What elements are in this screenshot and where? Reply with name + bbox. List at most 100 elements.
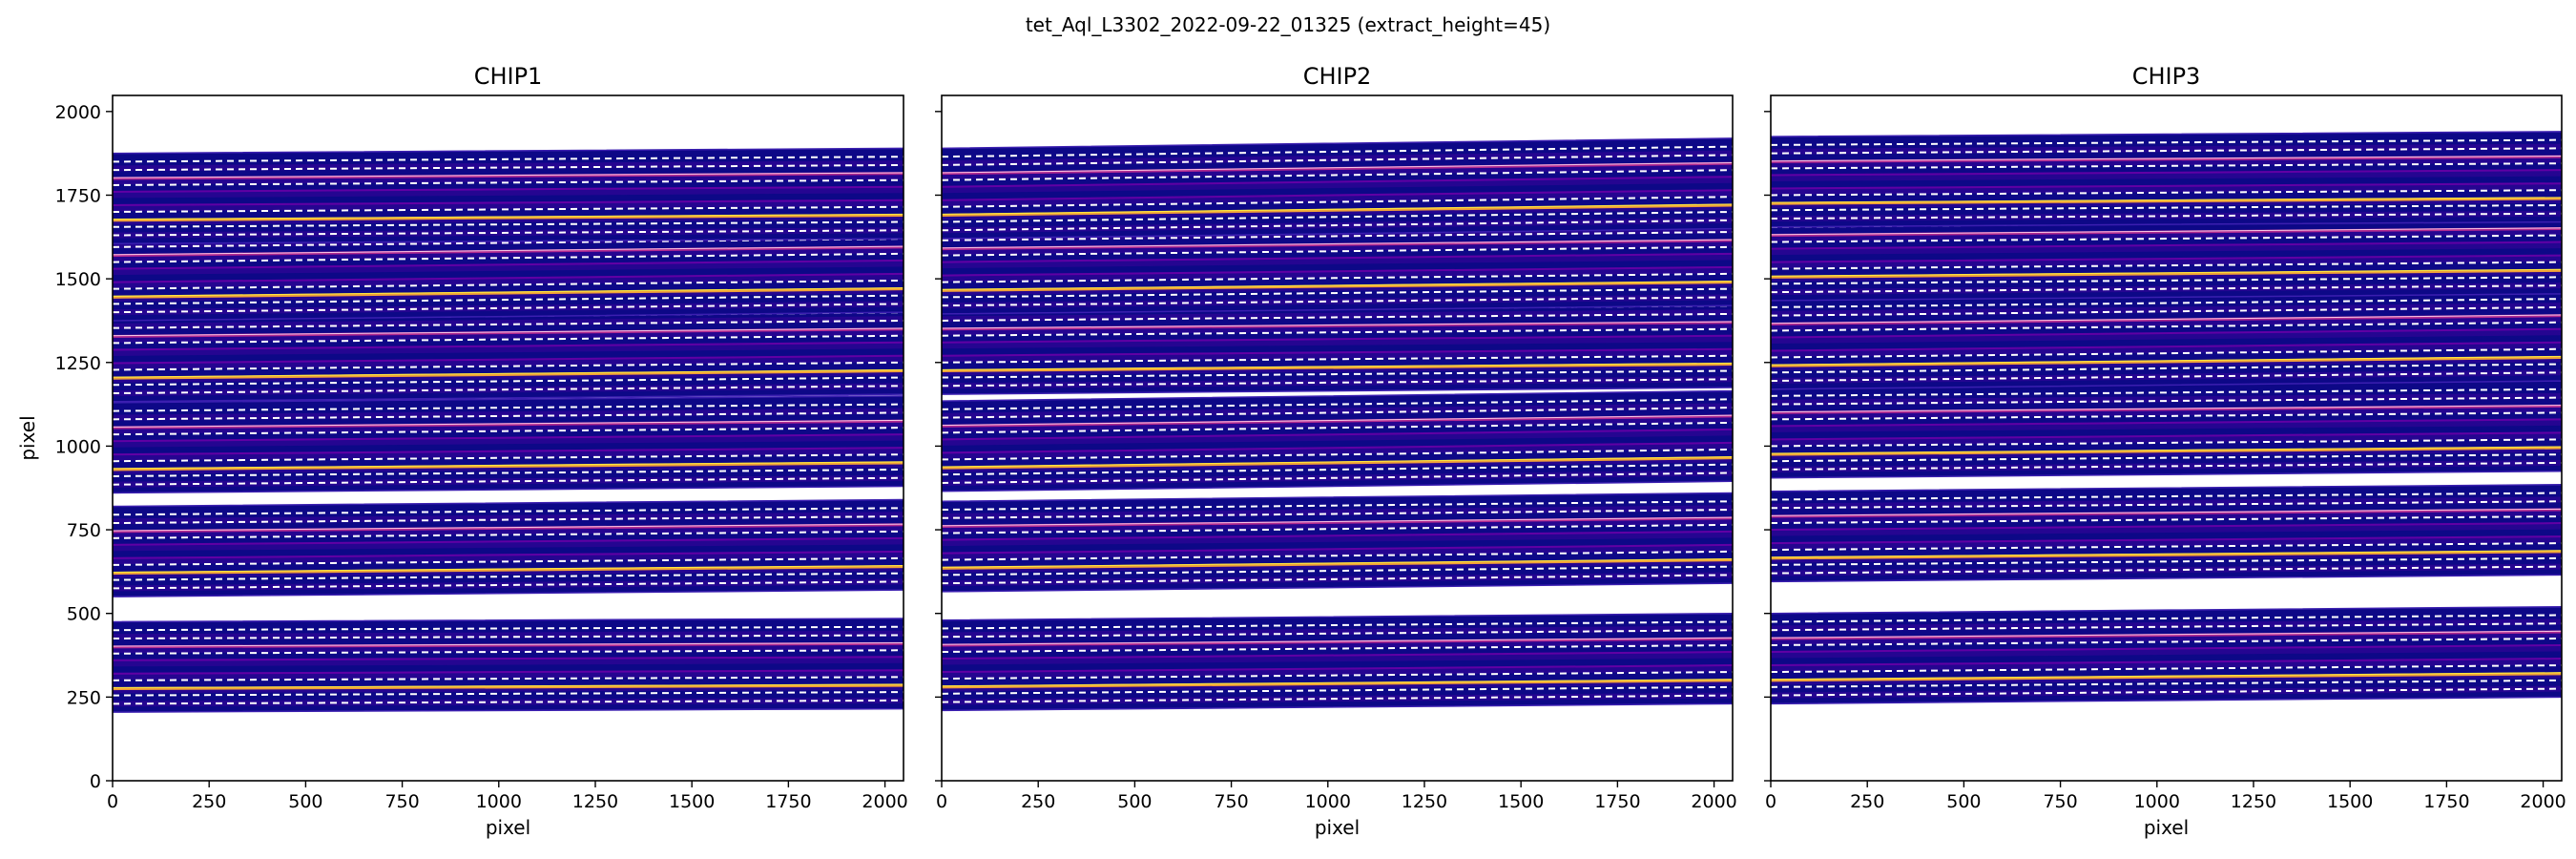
extraction-boundary-dashed: [942, 671, 1733, 681]
extraction-boundary-dashed: [113, 556, 904, 566]
order-trace-line: [942, 321, 1733, 329]
order-trace-line: [942, 456, 1733, 470]
extraction-boundary-dashed: [942, 685, 1733, 695]
extraction-boundary-dashed: [1771, 664, 2562, 674]
order-trace-line: [1771, 550, 2562, 558]
order-trace-line: [1771, 314, 2562, 325]
y-tick-label: 1250: [55, 353, 101, 374]
extraction-boundary-dashed: [1771, 284, 2562, 294]
extraction-boundary-dashed: [942, 219, 1733, 232]
extraction-boundary-dashed: [942, 196, 1733, 208]
order-texture-stripe: [1771, 183, 2562, 195]
y-tick-label: 1000: [55, 436, 101, 457]
order-texture-stripe: [113, 274, 904, 289]
order-texture-stripe: [942, 309, 1733, 323]
extraction-boundary-dashed: [942, 421, 1733, 434]
order-texture-stripe: [942, 665, 1733, 679]
extraction-boundary-dashed: [1771, 492, 2562, 501]
y-tick-label: 1500: [55, 269, 101, 290]
order-texture-stripe: [942, 254, 1733, 269]
y-tick-label: 2000: [55, 102, 101, 123]
order-trace-line: [113, 565, 904, 576]
extraction-boundary-dashed: [942, 448, 1733, 461]
echelle-order-1: [1771, 605, 2562, 705]
order-faint-trace: [113, 433, 904, 443]
order-trace-line: [942, 363, 1733, 373]
order-texture-stripe: [1771, 419, 2562, 432]
extraction-boundary-dashed: [942, 509, 1733, 519]
order-faint-trace: [1771, 535, 2562, 545]
order-texture-stripe: [1771, 659, 2562, 672]
order-trace-line: [942, 558, 1733, 570]
order-texture-stripe: [942, 625, 1733, 639]
x-tick-label: 1000: [2134, 791, 2180, 812]
order-trace-line: [1771, 356, 2562, 367]
x-tick-label: 250: [1850, 791, 1884, 812]
extraction-boundary-dashed: [113, 403, 904, 412]
extraction-boundary-dashed: [942, 500, 1733, 512]
extraction-boundary-dashed: [113, 530, 904, 539]
echelle-order-6: [113, 147, 904, 245]
order-trace-line: [942, 637, 1733, 647]
order-texture-stripe: [1771, 618, 2562, 632]
extraction-boundary-dashed: [942, 296, 1733, 307]
order-texture-stripe: [113, 512, 904, 525]
order-trace-line: [942, 161, 1733, 176]
order-texture-stripe: [1771, 432, 2562, 446]
x-tick-label: 2000: [2520, 791, 2566, 812]
order-trace-line: [1771, 446, 2562, 454]
extraction-boundary-dashed: [942, 398, 1733, 410]
order-texture-stripe: [113, 657, 904, 667]
order-texture-stripe: [942, 150, 1733, 167]
extraction-boundary-dashed: [942, 327, 1733, 337]
order-trace-line: [113, 641, 904, 649]
extraction-boundary-dashed: [1771, 500, 2562, 510]
chip1-panel: CHIP1 0 250 500 750 1000 1250 1500 1750 2000 0 250 5…: [16, 63, 908, 839]
extraction-boundary-dashed: [942, 378, 1733, 388]
order-trace-line: [113, 369, 904, 380]
order-texture-stripe: [113, 643, 904, 654]
extraction-boundary-dashed: [1771, 515, 2562, 525]
extraction-boundary-dashed: [1771, 147, 2562, 155]
order-texture-stripe: [942, 190, 1733, 207]
extraction-boundary-dashed: [113, 580, 904, 590]
x-tick-label: 1250: [2231, 791, 2276, 812]
x-tick-label: 2000: [1691, 791, 1736, 812]
echelle-order-3: [942, 389, 1733, 492]
order-trace-line: [113, 683, 904, 691]
order-trace-line: [1771, 227, 2562, 236]
panel-title: CHIP3: [2132, 63, 2201, 90]
order-texture-stripe: [113, 343, 904, 356]
order-trace-line: [1771, 314, 2562, 325]
y-tick-label: 1750: [55, 185, 101, 206]
extraction-boundary-dashed: [1771, 138, 2562, 146]
order-trace-line: [1771, 672, 2562, 682]
order-trace-line: [942, 516, 1733, 527]
plot-area: [1771, 131, 2562, 705]
extraction-boundary-dashed: [1771, 276, 2562, 285]
order-trace-line: [1771, 446, 2562, 456]
order-trace-line: [942, 203, 1733, 216]
extraction-boundary-dashed: [113, 427, 904, 436]
order-texture-stripe: [1771, 316, 2562, 330]
x-tick-label: 1750: [2423, 791, 2469, 812]
echelle-order-2: [942, 492, 1733, 593]
order-texture-stripe: [1771, 343, 2562, 358]
order-faint-trace: [942, 252, 1733, 263]
extraction-boundary-dashed: [942, 245, 1733, 257]
order-trace-line: [113, 523, 904, 532]
order-texture-stripe: [113, 421, 904, 434]
order-trace-line: [1771, 630, 2562, 640]
order-texture-stripe: [113, 408, 904, 421]
order-trace-line: [1771, 268, 2562, 279]
echelle-order-5: [113, 220, 904, 322]
order-faint-trace: [113, 447, 904, 456]
order-trace-line: [113, 172, 904, 180]
extraction-boundary-dashed: [113, 294, 904, 305]
extraction-boundary-dashed: [942, 565, 1733, 576]
y-tick-label: 750: [67, 520, 101, 541]
order-trace-line: [113, 642, 904, 647]
order-faint-trace: [1771, 327, 2562, 339]
order-texture-stripe: [1771, 496, 2562, 510]
